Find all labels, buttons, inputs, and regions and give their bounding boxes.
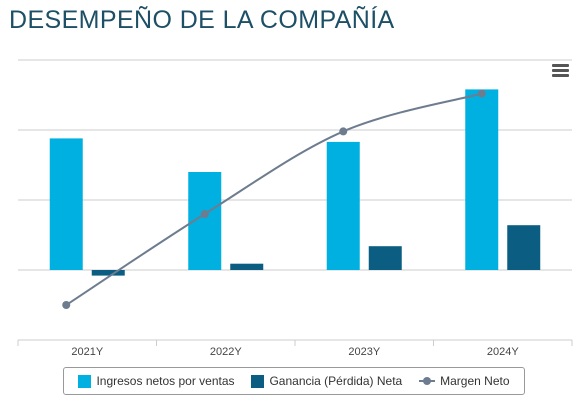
bar-ingresos [326,141,360,270]
bar-ingresos [49,138,83,270]
legend-item-ganancia[interactable]: Ganancia (Pérdida) Neta [251,374,402,388]
x-tick-label: 2023Y [348,346,380,358]
x-tick-label: 2024Y [487,346,519,358]
chart-title: DESEMPEÑO DE LA COMPAÑÍA [9,6,395,34]
bar-ganancia [230,263,264,270]
margen-neto-point [62,301,71,309]
x-tick-label: 2022Y [210,346,242,358]
bar-ganancia [368,246,402,270]
legend-label-margen: Margen Neto [440,374,510,388]
chart-menu-icon[interactable] [552,64,569,78]
legend-swatch-ganancia [251,374,265,388]
legend-label-ganancia: Ganancia (Pérdida) Neta [269,374,403,388]
bar-ingresos [465,89,499,271]
legend-item-margen[interactable]: Margen Neto [419,374,510,388]
bar-ganancia [507,225,541,270]
x-tick-label: 2021Y [71,346,103,358]
legend-item-ingresos[interactable]: Ingresos netos por ventas [78,374,235,388]
margen-neto-line [65,92,483,306]
legend-label-ingresos: Ingresos netos por ventas [96,374,235,388]
bar-ganancia [91,270,125,276]
legend-swatch-ingresos [78,374,92,388]
margen-neto-point [339,127,348,136]
margen-neto-point [477,89,486,98]
margen-neto-point [200,210,209,218]
legend-line-icon [419,375,436,387]
chart-legend: Ingresos netos por ventas Ganancia (Pérd… [63,367,525,395]
